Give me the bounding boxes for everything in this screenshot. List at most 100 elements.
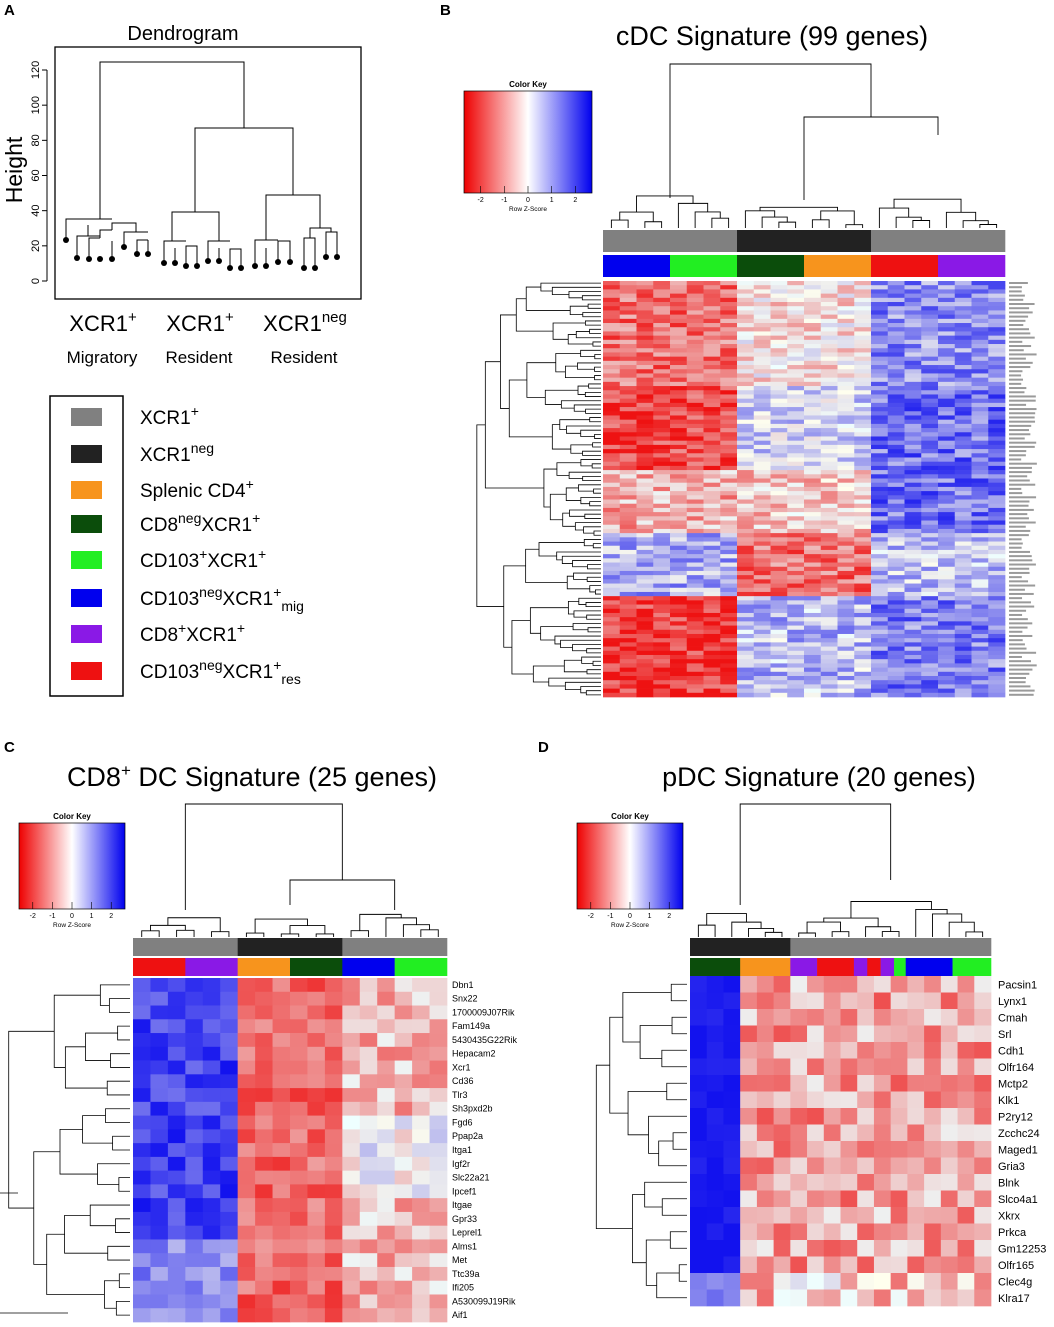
heatmap-cell (394, 1211, 413, 1227)
heatmap-cell (237, 1156, 256, 1171)
heatmap-cell (720, 596, 738, 601)
heatmap-cell (904, 675, 922, 681)
gene-label: Cd36 (452, 1076, 474, 1086)
heatmap-cell (837, 604, 855, 610)
heatmap-cell (954, 549, 972, 555)
heatmap-cell (770, 591, 788, 597)
heatmap-cell (324, 1101, 343, 1116)
heatmap-cell (185, 1088, 204, 1103)
legend-swatch-CD8negXCR1 (71, 515, 102, 533)
row-dendrogram-branch (538, 542, 585, 557)
legend-label-CD103negXCR1res: CD103negXCR1+res (140, 657, 301, 687)
heatmap-cell (720, 621, 738, 626)
heatmap-cell (873, 1174, 892, 1191)
heatmap-cell (954, 318, 972, 324)
heatmap-cell (840, 1141, 858, 1158)
heatmap-cell (971, 390, 989, 395)
heatmap-cell (770, 461, 788, 467)
heatmap-cell (653, 369, 671, 374)
heatmap-cell (412, 1294, 430, 1309)
heatmap-cell (904, 545, 922, 551)
heatmap-cell (603, 642, 621, 647)
heatmap-cell (988, 411, 1006, 416)
heatmap-cell (854, 457, 872, 463)
heatmap-cell (887, 365, 905, 370)
heatmap-cell (921, 407, 939, 412)
heatmap-cell (342, 1143, 361, 1158)
heatmap-cell (690, 1075, 708, 1092)
heatmap-cell (686, 318, 704, 324)
heatmap-cell (636, 390, 654, 395)
heatmap-cell (720, 289, 738, 294)
heatmap-cell (904, 394, 922, 400)
heatmap-cell (938, 377, 956, 383)
heatmap-cell (185, 1184, 204, 1199)
heatmap-cell (770, 491, 788, 496)
heatmap-cell (938, 642, 956, 647)
heatmap-cell (429, 1184, 448, 1199)
heatmap-cell (670, 608, 688, 614)
heatmap-cell (921, 591, 939, 597)
heatmap-cell (619, 633, 637, 639)
heatmap-cell (887, 394, 905, 400)
heatmap-cell (873, 1058, 892, 1076)
heatmap-cell (619, 474, 637, 479)
heatmap-cell (737, 428, 755, 433)
heatmap-cell (837, 600, 855, 605)
heatmap-cell (921, 474, 939, 479)
heatmap-cell (255, 1019, 273, 1034)
heatmap-cell (237, 1129, 256, 1144)
color-key-tick-label: -2 (478, 197, 484, 204)
heatmap-cell (904, 453, 922, 458)
heatmap-cell (957, 1207, 975, 1224)
heatmap-cell (753, 486, 771, 492)
heatmap-cell (686, 411, 704, 416)
heatmap-cell (720, 608, 738, 614)
column-dendrogram-branch (744, 210, 776, 228)
row-dendrogram-branch (592, 543, 601, 549)
heatmap-cell (653, 680, 671, 685)
heatmap-cell (938, 659, 956, 664)
heatmap-cell (857, 1108, 875, 1125)
heatmap-cell (653, 306, 671, 311)
heatmap-cell (837, 331, 855, 336)
heatmap-cell (938, 344, 956, 349)
heatmap-cell (394, 1005, 413, 1020)
heatmap-cell (787, 318, 805, 324)
heatmap-cell (255, 1156, 273, 1171)
heatmap-cell (921, 348, 939, 353)
heatmap-cell (938, 675, 956, 681)
heatmap-cell (603, 297, 621, 303)
heatmap-cell (619, 512, 637, 517)
heatmap-cell (686, 310, 704, 315)
heatmap-cell (636, 617, 654, 622)
gene-label: 1700009J07Rik (452, 1007, 515, 1017)
heatmap-cell (619, 612, 637, 618)
heatmap-cell (342, 1005, 361, 1020)
heatmap-cell (703, 314, 721, 320)
heatmap-cell (971, 470, 989, 475)
heatmap-cell (837, 566, 855, 572)
heatmap-cell (904, 516, 922, 521)
heatmap-cell (871, 356, 889, 362)
heatmap-cell (703, 507, 721, 513)
heatmap-cell (290, 1253, 308, 1268)
heatmap-cell (804, 520, 822, 526)
heatmap-cell (703, 386, 721, 391)
gene-label-mark (1009, 382, 1022, 385)
heatmap-cell (938, 520, 956, 526)
heatmap-cell (904, 612, 922, 618)
gene-label-mark (1009, 546, 1022, 549)
heatmap-cell (723, 1240, 741, 1257)
heatmap-cell (619, 545, 637, 551)
heatmap-cell (670, 310, 688, 315)
heatmap-cell (167, 978, 186, 993)
heatmap-cell (756, 1108, 774, 1125)
heatmap-cell (770, 545, 788, 551)
heatmap-cell (706, 1273, 724, 1290)
heatmap-cell (185, 1198, 204, 1213)
heatmap-cell (904, 491, 922, 496)
heatmap-cell (854, 554, 872, 559)
heatmap-cell (720, 684, 738, 689)
heatmap-cell (150, 991, 169, 1006)
